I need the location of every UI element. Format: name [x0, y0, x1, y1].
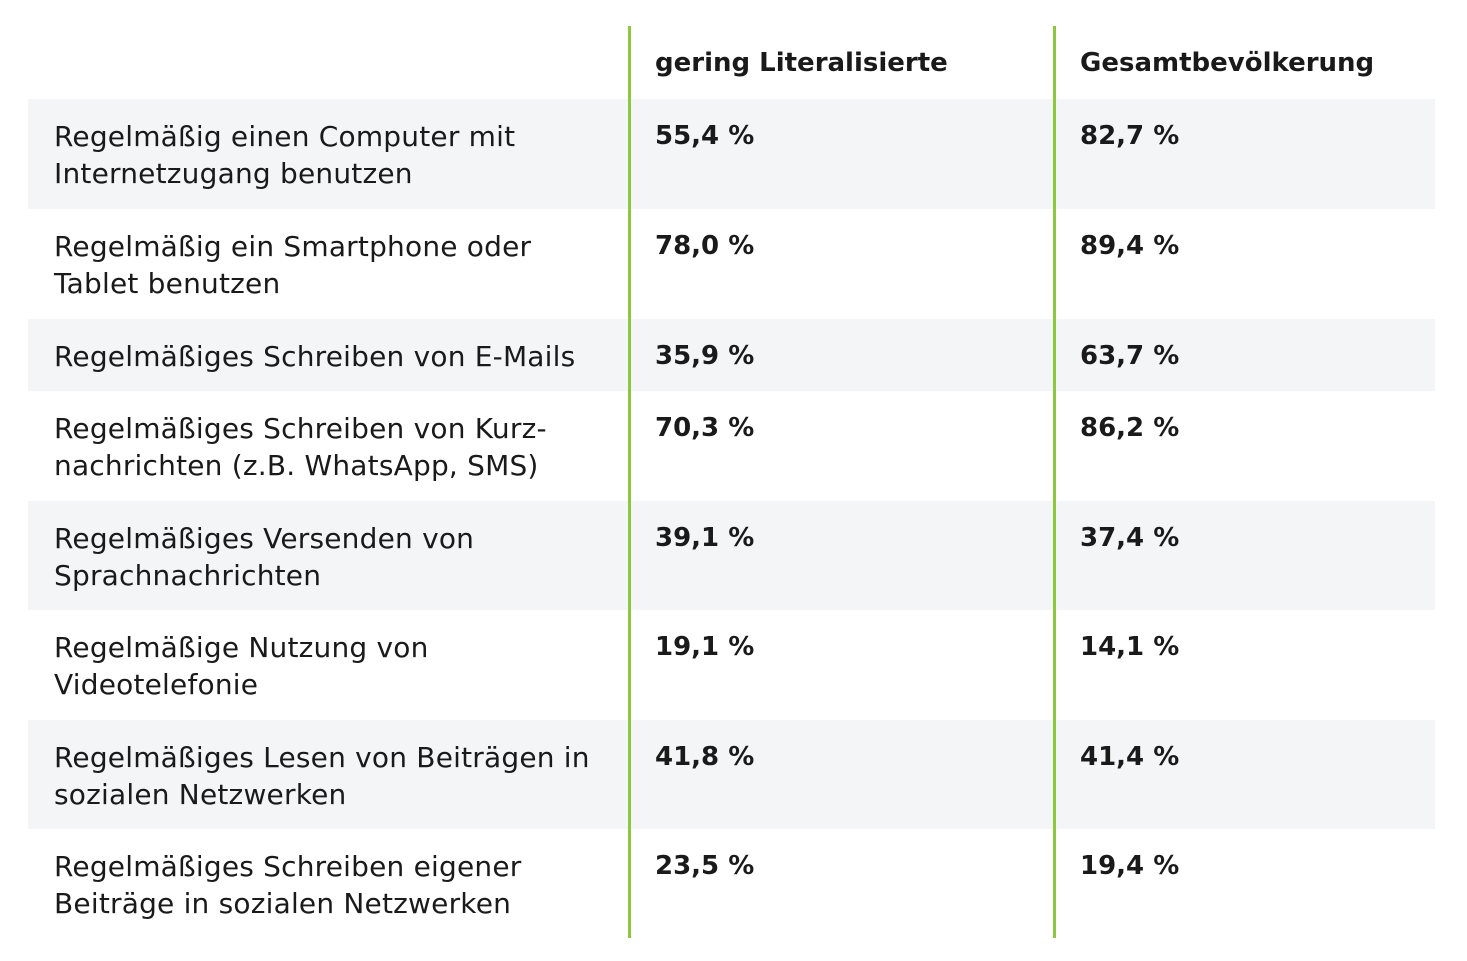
- row-value-gering-literalisierte: 41,8 %: [655, 742, 755, 772]
- header-gering-literalisierte: gering Literalisierte: [655, 48, 948, 78]
- row-value-gesamtbevoelkerung: 89,4 %: [1080, 231, 1180, 261]
- comparison-table: gering Literalisierte Gesamtbevölkerung …: [28, 26, 1435, 938]
- table-row: Regelmäßiges Versenden von Sprachnachric…: [28, 501, 1435, 610]
- row-label: Regelmäßiges Schreiben von E-Mails: [54, 340, 576, 373]
- row-value-gering-literalisierte: 55,4 %: [655, 121, 755, 151]
- table-row: Regelmäßige Nutzung von Videotelefonie 1…: [28, 610, 1435, 720]
- row-label: Regelmäßige Nutzung von Videotelefonie: [54, 631, 429, 701]
- row-value-gesamtbevoelkerung: 63,7 %: [1080, 341, 1180, 371]
- row-value-gesamtbevoelkerung: 37,4 %: [1080, 523, 1180, 553]
- row-value-gesamtbevoelkerung: 86,2 %: [1080, 413, 1180, 443]
- table-row: Regelmäßiges Schreiben von Kurz- nachric…: [28, 391, 1435, 501]
- table-header-row: gering Literalisierte Gesamtbevölkerung: [28, 26, 1435, 99]
- row-value-gering-literalisierte: 23,5 %: [655, 851, 755, 881]
- table-row: Regelmäßig ein Smartphone oder Tablet be…: [28, 209, 1435, 319]
- table-row: Regelmäßiges Schreiben von E-Mails 35,9 …: [28, 319, 1435, 391]
- row-value-gesamtbevoelkerung: 19,4 %: [1080, 851, 1180, 881]
- row-value-gering-literalisierte: 35,9 %: [655, 341, 755, 371]
- row-label: Regelmäßiges Schreiben eigener Beiträge …: [54, 850, 522, 920]
- row-label: Regelmäßiges Schreiben von Kurz- nachric…: [54, 412, 547, 482]
- row-label: Regelmäßiges Lesen von Beiträgen in sozi…: [54, 741, 590, 811]
- row-value-gesamtbevoelkerung: 82,7 %: [1080, 121, 1180, 151]
- table-row: Regelmäßiges Lesen von Beiträgen in sozi…: [28, 720, 1435, 829]
- column-divider-right: [1053, 26, 1056, 938]
- table-row: Regelmäßig einen Computer mit Internetzu…: [28, 99, 1435, 209]
- row-value-gering-literalisierte: 70,3 %: [655, 413, 755, 443]
- row-value-gering-literalisierte: 19,1 %: [655, 632, 755, 662]
- row-value-gering-literalisierte: 39,1 %: [655, 523, 755, 553]
- row-value-gering-literalisierte: 78,0 %: [655, 231, 755, 261]
- row-value-gesamtbevoelkerung: 14,1 %: [1080, 632, 1180, 662]
- row-label: Regelmäßig einen Computer mit Internetzu…: [54, 120, 516, 190]
- column-divider-left: [628, 26, 631, 938]
- table-row: Regelmäßiges Schreiben eigener Beiträge …: [28, 829, 1435, 938]
- row-value-gesamtbevoelkerung: 41,4 %: [1080, 742, 1180, 772]
- header-gesamtbevoelkerung: Gesamtbevölkerung: [1080, 48, 1375, 78]
- row-label: Regelmäßig ein Smartphone oder Tablet be…: [54, 230, 532, 300]
- row-label: Regelmäßiges Versenden von Sprachnachric…: [54, 522, 475, 592]
